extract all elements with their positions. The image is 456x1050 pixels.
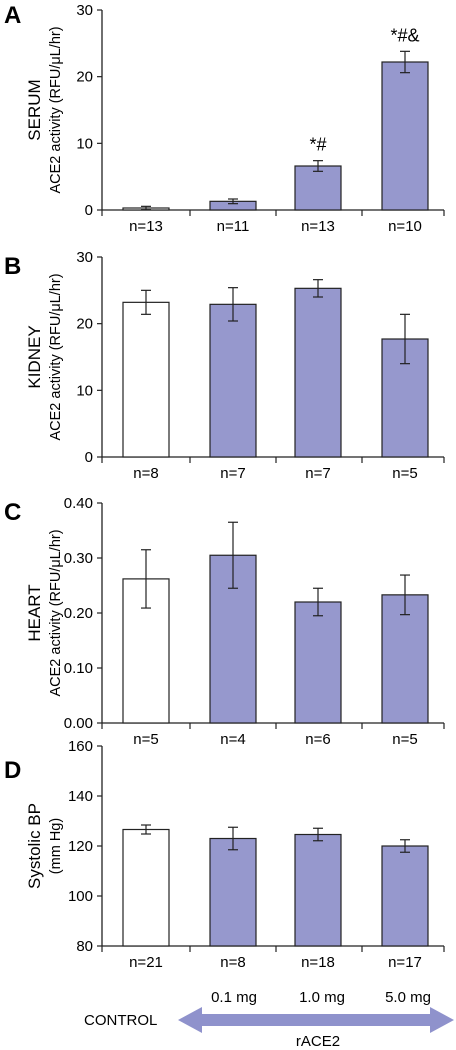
panel-c: C HEART ACE2 activity (RFU/μL/hr) 0.00 0.10 0… — [4, 495, 445, 748]
y-axis-title: Systolic BP — [25, 803, 44, 889]
y-tick-label: 0.30 — [64, 550, 93, 567]
y-tick-label: 120 — [68, 838, 93, 855]
y-tick-label: 0.40 — [64, 495, 93, 512]
n-label: n=10 — [388, 218, 422, 235]
panel-letter: D — [4, 757, 21, 784]
y-tick-label: 0.20 — [64, 605, 93, 622]
bar — [294, 601, 342, 724]
n-label: n=13 — [301, 218, 335, 235]
y-tick-label: 100 — [68, 888, 93, 905]
panel-a: A SERUM ACE2 activity (RFU/μL/hr) 0 10 20 30 n=… — [4, 2, 445, 235]
n-label: n=21 — [129, 954, 163, 971]
y-tick-label: 0.10 — [64, 660, 93, 677]
y-tick-label: 0 — [85, 202, 93, 219]
significance-marker: *# — [309, 135, 326, 155]
dose-label-3: 5.0 mg — [385, 989, 431, 1006]
y-tick-label: 10 — [76, 135, 93, 152]
y-axis-label: ACE2 activity (RFU/μL/hr) — [48, 26, 64, 193]
panel-letter: B — [4, 253, 21, 280]
bar — [209, 303, 257, 458]
bar — [381, 61, 429, 211]
y-tick-label: 20 — [76, 316, 93, 333]
n-label: n=5 — [392, 465, 417, 482]
n-label: n=8 — [133, 465, 158, 482]
n-label: n=18 — [301, 954, 335, 971]
n-label: n=7 — [220, 465, 245, 482]
y-tick-label: 0 — [85, 449, 93, 466]
y-tick-label: 30 — [76, 249, 93, 266]
y-tick-label: 0.00 — [64, 715, 93, 732]
dose-arrow — [178, 1007, 454, 1033]
y-axis-label: ACE2 activity (RFU/μL/hr) — [48, 273, 64, 440]
dose-legend: CONTROL 0.1 mg 1.0 mg 5.0 mg rACE2 — [84, 989, 454, 1050]
panel-letter: A — [4, 2, 21, 29]
bar — [381, 594, 429, 724]
bar — [294, 833, 342, 947]
n-label: n=17 — [388, 954, 422, 971]
bar — [294, 287, 342, 458]
y-tick-label: 30 — [76, 2, 93, 19]
n-label: n=5 — [133, 731, 158, 748]
n-label: n=7 — [305, 465, 330, 482]
y-axis-title: HEART — [25, 584, 44, 641]
n-label: n=11 — [217, 218, 250, 235]
y-tick-label: 80 — [76, 938, 93, 955]
bar — [122, 828, 170, 947]
dose-label-1: 0.1 mg — [211, 989, 257, 1006]
panel-letter: C — [4, 499, 21, 526]
y-tick-label: 140 — [68, 788, 93, 805]
significance-marker: *#& — [390, 25, 419, 45]
n-label: n=6 — [305, 731, 330, 748]
bar — [294, 165, 342, 211]
y-tick-label: 160 — [68, 738, 93, 755]
n-label: n=4 — [220, 731, 245, 748]
dose-label-2: 1.0 mg — [299, 989, 345, 1006]
y-tick-label: 10 — [76, 382, 93, 399]
control-label: CONTROL — [84, 1012, 157, 1029]
treatment-label: rACE2 — [296, 1033, 340, 1050]
n-label: n=13 — [129, 218, 163, 235]
y-tick-label: 20 — [76, 69, 93, 86]
bar — [209, 837, 257, 947]
y-axis-label: ACE2 activity (RFU/μL/hr) — [48, 529, 64, 696]
bar — [122, 301, 170, 458]
n-label: n=5 — [392, 731, 417, 748]
bar — [381, 845, 429, 947]
y-axis-label: (mm Hg) — [48, 818, 64, 874]
y-axis-title: KIDNEY — [25, 325, 44, 388]
panel-b: B KIDNEY ACE2 activity (RFU/μL/hr) 0 10 20 30 n… — [4, 249, 445, 482]
n-label: n=8 — [220, 954, 245, 971]
y-axis-title: SERUM — [25, 79, 44, 140]
